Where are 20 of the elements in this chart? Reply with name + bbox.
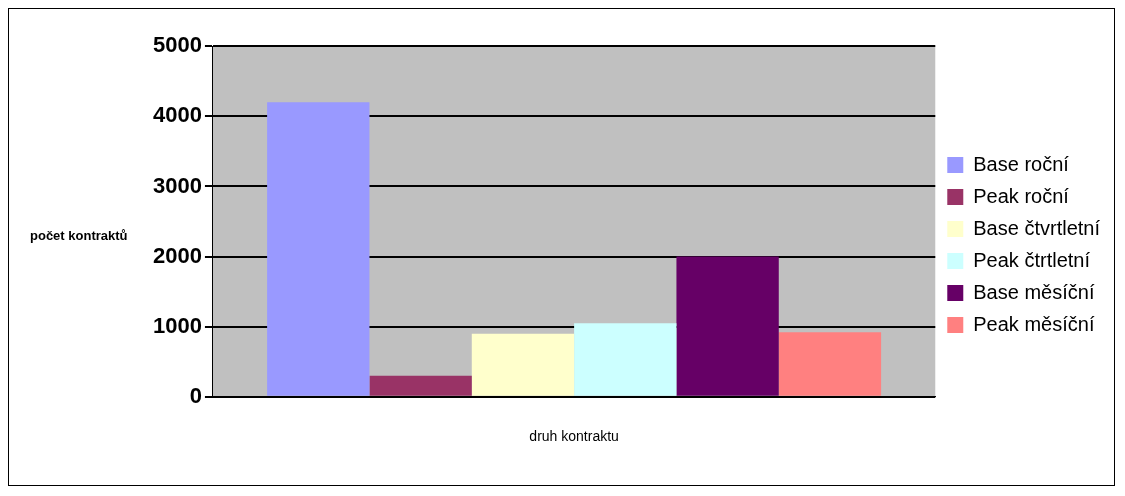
y-tick-label: 4000 xyxy=(152,102,202,128)
bar xyxy=(369,375,472,396)
y-tick-label: 3000 xyxy=(152,172,202,198)
y-tick-label: 2000 xyxy=(152,242,202,268)
legend-label: Base čtvrtletní xyxy=(973,216,1101,239)
legend-label: Base měsíční xyxy=(973,280,1095,303)
bar xyxy=(778,332,882,396)
y-axis-title: počet kontraktů xyxy=(30,228,128,243)
bar xyxy=(676,256,779,396)
x-axis-title: druh kontraktu xyxy=(529,428,619,445)
legend-label: Peak roční xyxy=(973,184,1070,207)
bar xyxy=(471,333,575,396)
legend-label: Peak měsíční xyxy=(973,312,1095,335)
legend-label: Peak čtrtletní xyxy=(973,248,1091,271)
y-tick-label: 5000 xyxy=(152,32,202,58)
bar xyxy=(267,102,370,396)
legend-label: Base roční xyxy=(973,152,1070,175)
bar xyxy=(574,323,677,396)
y-tick-label: 1000 xyxy=(152,312,202,338)
y-tick-label: 0 xyxy=(189,382,202,408)
